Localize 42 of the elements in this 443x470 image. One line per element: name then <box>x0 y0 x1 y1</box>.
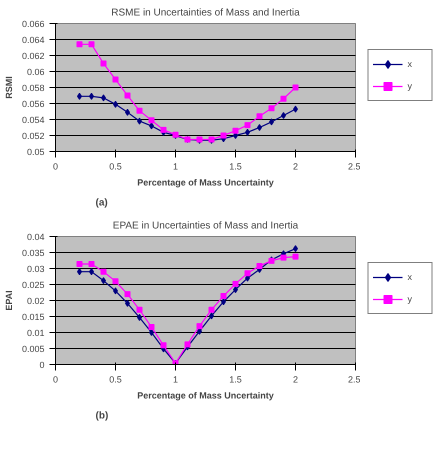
x-tick-label: 1.5 <box>229 162 242 172</box>
x-tick-label: 2.5 <box>348 374 361 384</box>
y-tick-label: 0.054 <box>22 115 45 125</box>
y-tick-label: 0.015 <box>22 312 45 322</box>
x-tick-label: 1.5 <box>229 374 242 384</box>
y-tick-label: 0.05 <box>26 147 45 157</box>
x-axis-title: Percentage of Mass Uncertainty <box>137 390 274 400</box>
y-tick-label: 0.03 <box>26 264 45 274</box>
y-tick-label: 0.01 <box>26 328 45 338</box>
y-tick-label: 0.058 <box>22 83 45 93</box>
y-tick-label: 0.04 <box>26 232 45 242</box>
x-tick-label: 2 <box>292 162 298 172</box>
x-tick-label: 0 <box>52 374 58 384</box>
x-tick-label: 0.5 <box>109 374 122 384</box>
y-tick-label: 0.066 <box>22 19 45 29</box>
y-tick-label: 0.025 <box>22 280 45 290</box>
legend-label: y <box>408 294 413 304</box>
y-tick-label: 0.005 <box>22 344 45 354</box>
y-tick-label: 0.02 <box>26 296 45 306</box>
y-tick-label: 0.06 <box>26 67 45 77</box>
y-tick-label: 0.052 <box>22 131 45 141</box>
x-axis-title: Percentage of Mass Uncertainty <box>137 178 274 188</box>
chart-title: EPAE in Uncertainties of Mass and Inertia <box>112 220 299 232</box>
y-tick-label: 0.056 <box>22 99 45 109</box>
y-tick-label: 0.064 <box>22 35 45 45</box>
x-tick-label: 0.5 <box>109 162 122 172</box>
x-tick-label: 0 <box>52 162 58 172</box>
text: (b) <box>96 410 108 422</box>
y-axis-title: EPAI <box>4 290 14 311</box>
text: (a) <box>96 198 108 208</box>
y-tick-label: 0.062 <box>22 51 45 61</box>
x-tick-label: 1 <box>172 162 178 172</box>
y-axis-title: RSMI <box>4 76 14 99</box>
legend-label: x <box>408 58 413 68</box>
x-tick-label: 2 <box>292 374 298 384</box>
y-tick-label: 0 <box>39 360 45 370</box>
y-tick-label: 0.035 <box>22 248 45 258</box>
x-tick-label: 2.5 <box>348 162 361 172</box>
x-tick-label: 1 <box>172 374 178 384</box>
legend-label: x <box>408 272 413 282</box>
chart-title: RSME in Uncertainties of Mass and Inertia <box>111 8 300 18</box>
legend-label: y <box>408 80 413 90</box>
